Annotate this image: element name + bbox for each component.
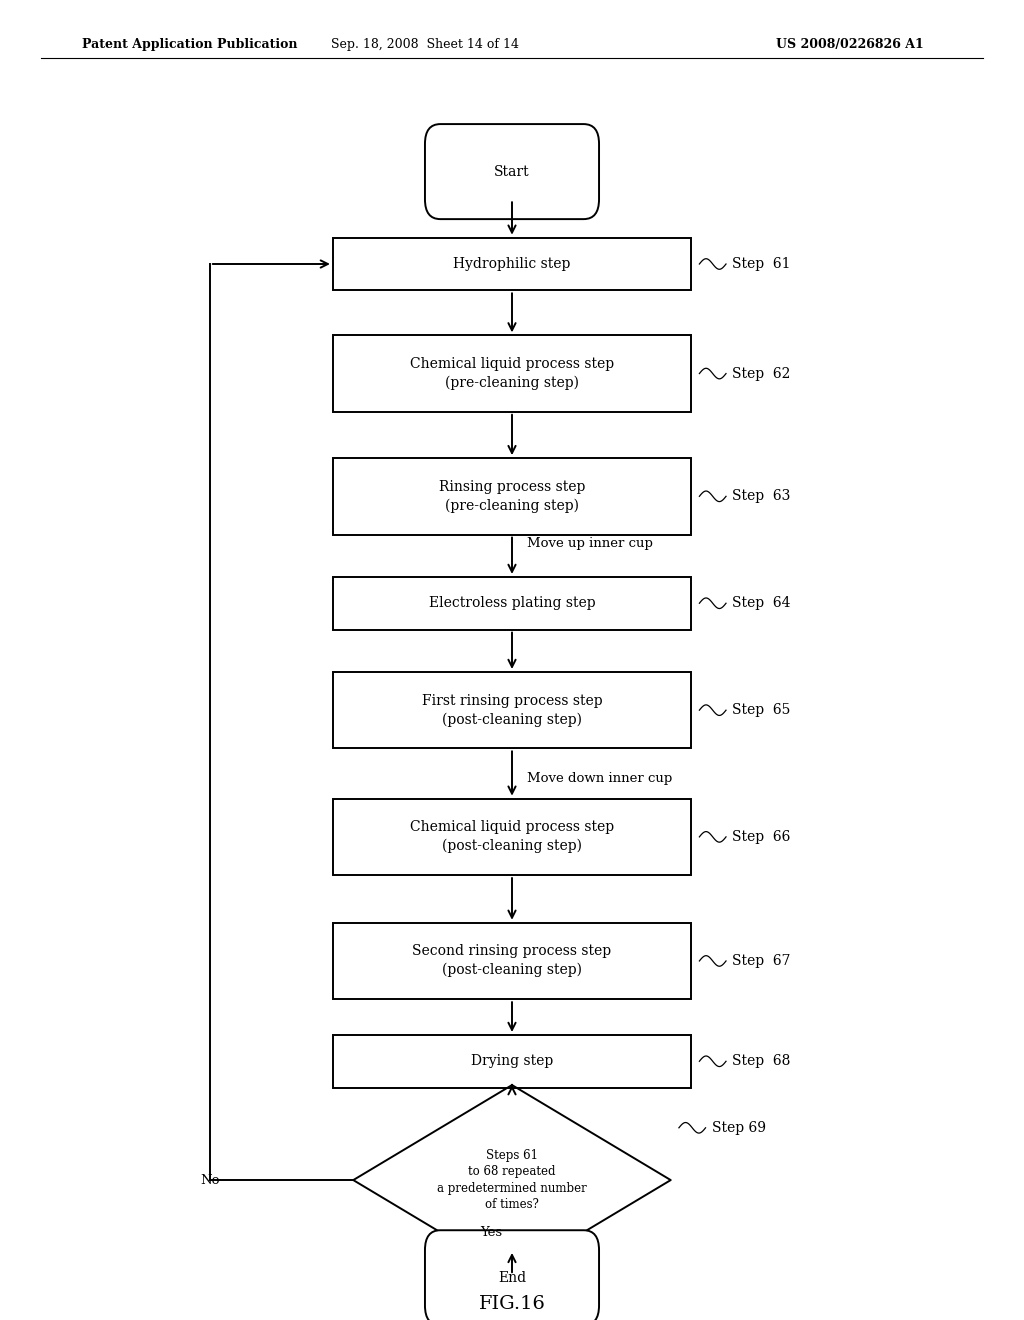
Text: Step 69: Step 69 [712, 1121, 766, 1135]
Text: Hydrophilic step: Hydrophilic step [454, 257, 570, 271]
Text: Second rinsing process step
(post-cleaning step): Second rinsing process step (post-cleani… [413, 945, 611, 977]
Text: Move up inner cup: Move up inner cup [527, 537, 653, 550]
Text: Step  65: Step 65 [732, 704, 791, 717]
Text: Rinsing process step
(pre-cleaning step): Rinsing process step (pre-cleaning step) [439, 480, 585, 512]
Bar [333, 923, 691, 999]
Bar [333, 238, 691, 290]
Text: FIG.16: FIG.16 [478, 1295, 546, 1313]
FancyBboxPatch shape [425, 1230, 599, 1320]
Bar [333, 672, 691, 748]
Bar [333, 577, 691, 630]
Text: Step  68: Step 68 [732, 1055, 791, 1068]
Text: Start: Start [495, 165, 529, 178]
Text: Step  63: Step 63 [732, 490, 791, 503]
Bar [333, 458, 691, 535]
Text: Steps 61
to 68 repeated
a predetermined number
of times?: Steps 61 to 68 repeated a predetermined … [437, 1148, 587, 1212]
FancyBboxPatch shape [425, 124, 599, 219]
Text: Drying step: Drying step [471, 1055, 553, 1068]
Text: Sep. 18, 2008  Sheet 14 of 14: Sep. 18, 2008 Sheet 14 of 14 [331, 38, 519, 51]
Text: No: No [201, 1173, 220, 1187]
Text: First rinsing process step
(post-cleaning step): First rinsing process step (post-cleanin… [422, 694, 602, 726]
Text: US 2008/0226826 A1: US 2008/0226826 A1 [776, 38, 924, 51]
Text: Yes: Yes [480, 1226, 503, 1239]
Text: Electroless plating step: Electroless plating step [429, 597, 595, 610]
Text: Step  61: Step 61 [732, 257, 791, 271]
Text: Patent Application Publication: Patent Application Publication [82, 38, 297, 51]
Text: Step  62: Step 62 [732, 367, 791, 380]
Text: Step  66: Step 66 [732, 830, 791, 843]
Text: Chemical liquid process step
(post-cleaning step): Chemical liquid process step (post-clean… [410, 821, 614, 853]
Polygon shape [353, 1085, 671, 1275]
Text: Chemical liquid process step
(pre-cleaning step): Chemical liquid process step (pre-cleani… [410, 358, 614, 389]
Bar [333, 335, 691, 412]
Text: End: End [498, 1271, 526, 1284]
Text: Step  67: Step 67 [732, 954, 791, 968]
Text: Move down inner cup: Move down inner cup [527, 772, 673, 785]
Text: Step  64: Step 64 [732, 597, 791, 610]
Bar [333, 799, 691, 875]
Bar [333, 1035, 691, 1088]
